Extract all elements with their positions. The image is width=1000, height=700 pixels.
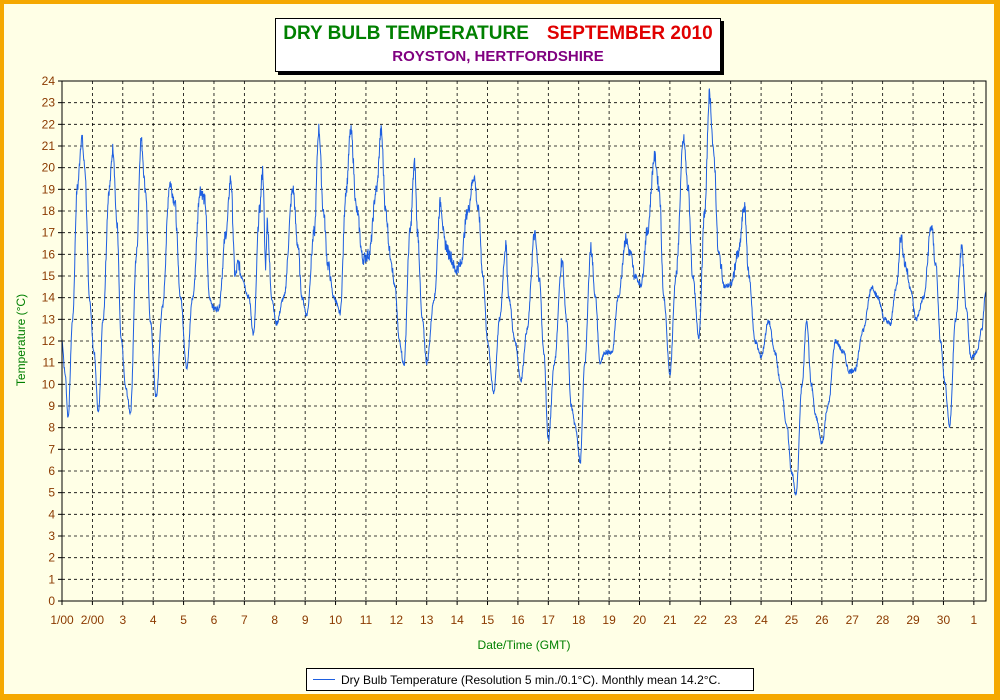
x-tick-label: 1 — [970, 613, 977, 627]
x-tick-label: 7 — [241, 613, 248, 627]
y-tick-label: 13 — [42, 312, 56, 326]
y-axis-label: Temperature (°C) — [14, 294, 28, 386]
y-tick-label: 19 — [42, 182, 56, 196]
x-tick-label: 27 — [846, 613, 860, 627]
y-tick-label: 16 — [42, 247, 56, 261]
y-tick-label: 1 — [48, 572, 55, 586]
y-tick-label: 17 — [42, 226, 56, 240]
x-tick-label: 23 — [724, 613, 738, 627]
x-tick-labels: 1/00 2/00 3 4 5 6 7 8 9 10 11 12 13 14 15 16 17 18 19 20 21 2… — [50, 601, 977, 627]
x-tick-label: 20 — [633, 613, 647, 627]
chart-frame — [4, 4, 994, 694]
y-tick-label: 7 — [48, 442, 55, 456]
x-tick-label: 13 — [420, 613, 434, 627]
y-tick-label: 18 — [42, 204, 56, 218]
y-tick-label: 20 — [42, 161, 56, 175]
x-tick-label: 8 — [271, 613, 278, 627]
x-tick-label: 19 — [602, 613, 616, 627]
chart-subtitle: ROYSTON, HERTFORDSHIRE — [392, 48, 604, 65]
x-tick-label: 26 — [815, 613, 829, 627]
x-tick-label: 3 — [119, 613, 126, 627]
chart-title: DRY BULB TEMPERATURE — [283, 23, 529, 44]
plot-border — [61, 80, 987, 602]
y-tick-label: 23 — [42, 96, 56, 110]
x-tick-label: 30 — [937, 613, 951, 627]
x-tick-label: 14 — [450, 613, 464, 627]
y-tick-label: 6 — [48, 464, 55, 478]
chart-title-box: DRY BULB TEMPERATURE SEPTEMBER 2010 ROYST… — [275, 18, 721, 72]
x-axis-label: Date/Time (GMT) — [478, 638, 571, 652]
title-line: DRY BULB TEMPERATURE SEPTEMBER 2010 — [276, 23, 720, 45]
x-tick-label: 18 — [572, 613, 586, 627]
legend-line-swatch — [313, 679, 335, 680]
x-tick-label: 17 — [542, 613, 556, 627]
y-tick-label: 3 — [48, 529, 55, 543]
x-tick-label: 6 — [211, 613, 218, 627]
x-tick-label: 29 — [906, 613, 920, 627]
y-tick-label: 15 — [42, 269, 56, 283]
series-line — [61, 88, 987, 497]
x-tick-label: 21 — [663, 613, 677, 627]
y-tick-label: 0 — [48, 594, 55, 608]
x-tick-label: 25 — [785, 613, 799, 627]
x-tick-label: 22 — [694, 613, 708, 627]
y-tick-label: 22 — [42, 117, 56, 131]
x-tick-label: 16 — [511, 613, 525, 627]
x-tick-label: 15 — [481, 613, 495, 627]
legend: Dry Bulb Temperature (Resolution 5 min./… — [306, 668, 754, 691]
y-tick-label: 9 — [48, 399, 55, 413]
x-tick-label: 1/00 — [50, 613, 74, 627]
x-tick-label: 10 — [329, 613, 343, 627]
x-tick-label: 12 — [390, 613, 404, 627]
x-tick-label: 24 — [754, 613, 768, 627]
x-tick-label: 28 — [876, 613, 890, 627]
x-tick-label: 11 — [360, 613, 373, 627]
x-tick-label: 9 — [302, 613, 309, 627]
x-tick-label: 4 — [150, 613, 157, 627]
grid-lines — [62, 81, 986, 601]
y-tick-label: 21 — [42, 139, 56, 153]
y-tick-label: 4 — [48, 507, 55, 521]
legend-entry: Dry Bulb Temperature (Resolution 5 min./… — [341, 672, 721, 687]
y-tick-label: 11 — [43, 356, 56, 370]
y-tick-label: 5 — [48, 486, 55, 500]
x-tick-label: 2/00 — [81, 613, 105, 627]
chart-period: SEPTEMBER 2010 — [546, 23, 713, 44]
y-tick-label: 10 — [42, 377, 56, 391]
y-tick-label: 8 — [48, 421, 55, 435]
y-tick-label: 2 — [48, 551, 55, 565]
y-tick-label: 12 — [42, 334, 56, 348]
y-tick-label: 24 — [42, 74, 56, 88]
x-tick-label: 5 — [180, 613, 187, 627]
y-tick-label: 14 — [42, 291, 56, 305]
